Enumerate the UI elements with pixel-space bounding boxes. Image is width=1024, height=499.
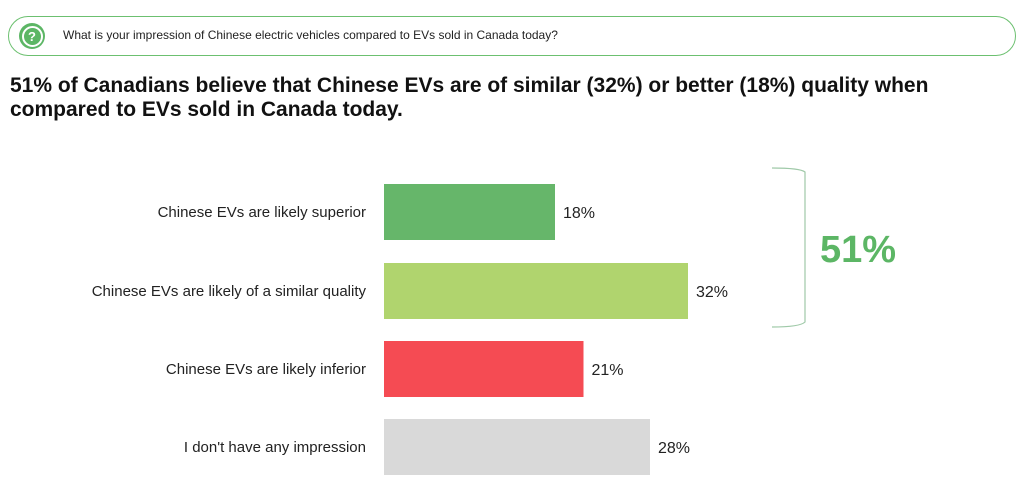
bar bbox=[384, 184, 555, 240]
question-bubble-icon: ? bbox=[19, 23, 45, 49]
value-label: 32% bbox=[696, 284, 728, 301]
bracket bbox=[771, 167, 806, 328]
bracket-total-label: 51% bbox=[820, 229, 896, 271]
value-label: 18% bbox=[563, 205, 595, 222]
bar bbox=[384, 341, 584, 397]
category-label: I don't have any impression bbox=[184, 439, 366, 456]
value-label: 28% bbox=[658, 440, 690, 457]
category-label: Chinese EVs are likely inferior bbox=[166, 361, 366, 378]
category-label: Chinese EVs are likely superior bbox=[158, 204, 366, 221]
value-label: 21% bbox=[592, 362, 624, 379]
question-text: What is your impression of Chinese elect… bbox=[63, 28, 558, 42]
question-banner: ? What is your impression of Chinese ele… bbox=[8, 16, 1016, 56]
bar bbox=[384, 419, 650, 475]
category-label: Chinese EVs are likely of a similar qual… bbox=[92, 283, 367, 300]
headline: 51% of Canadians believe that Chinese EV… bbox=[10, 74, 929, 121]
bar bbox=[384, 263, 688, 319]
